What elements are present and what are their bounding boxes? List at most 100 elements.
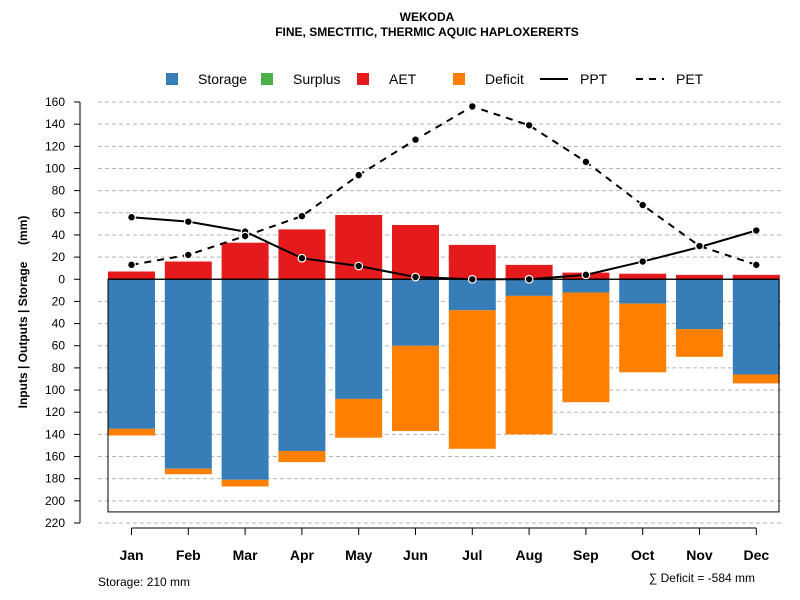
point-pet-jan (127, 260, 136, 270)
bar-deficit-mar (221, 479, 269, 487)
bar-deficit-nov (676, 329, 723, 357)
bar-aet-aug (505, 264, 553, 280)
bar-deficit-sep (562, 292, 610, 403)
bar-aet-jul (448, 244, 496, 280)
x-axis: Jan Feb Mar Apr May Jun Jul Aug Sep Oct Nov Dec (119, 527, 769, 563)
chart-title: WEKODA (400, 10, 455, 24)
y-tick-label: 160 (45, 450, 65, 464)
y-tick-label: 160 (45, 95, 65, 109)
y-tick-label: 60 (52, 206, 66, 220)
chart-subtitle: FINE, SMECTITIC, THERMIC AQUIC HAPLOXERE… (275, 25, 579, 39)
point-pet-dec (751, 260, 761, 270)
point-pet-feb (183, 250, 193, 260)
x-tick-label-may: May (345, 547, 372, 563)
bar-storage-jan (108, 279, 155, 429)
y-tick-label: 80 (52, 184, 66, 198)
bar-storage-oct (619, 279, 667, 304)
storage-footnote: Storage: 210 mm (98, 575, 190, 589)
legend-swatch-deficit (453, 73, 465, 85)
bar-storage-feb (164, 279, 212, 469)
y-tick-label: 120 (45, 405, 65, 419)
point-ppt-oct (638, 257, 648, 266)
legend-swatch-storage (166, 73, 178, 85)
point-ppt-dec (751, 226, 761, 235)
bar-aet-jan (108, 271, 155, 280)
x-tick-label-jun: Jun (403, 547, 428, 563)
bar-storage-sep (562, 279, 610, 293)
y-tick-label: 80 (52, 361, 66, 375)
bar-storage-nov (676, 279, 723, 330)
bar-aet-feb (164, 261, 212, 280)
y-tick-label: 100 (45, 161, 65, 175)
point-ppt-jul (467, 274, 477, 284)
bar-storage-mar (221, 279, 269, 480)
x-tick-label-apr: Apr (290, 547, 315, 563)
point-pet-may (354, 170, 364, 180)
point-ppt-feb (183, 217, 193, 227)
y-axis: 1601401201008060402002040608010012014016… (45, 95, 81, 530)
bar-aet-mar (221, 242, 269, 280)
point-pet-apr (297, 211, 307, 221)
x-tick-label-jul: Jul (462, 547, 482, 563)
bar-deficit-oct (619, 303, 667, 373)
point-ppt-apr (297, 253, 307, 263)
bar-storage-may (335, 279, 383, 399)
bar-aet-jun (392, 224, 439, 280)
point-pet-mar (240, 231, 250, 241)
point-pet-oct (638, 200, 648, 210)
point-pet-jun (411, 135, 420, 145)
x-tick-label-dec: Dec (743, 547, 769, 563)
legend-label-storage: Storage (198, 71, 247, 87)
legend-swatch-aet (357, 73, 369, 85)
y-tick-label: 200 (45, 494, 65, 508)
grid-layer (98, 101, 782, 524)
bar-deficit-jan (108, 428, 155, 436)
bar-aet-dec (732, 274, 780, 280)
bar-deficit-jun (392, 345, 439, 432)
bar-deficit-dec (732, 374, 780, 384)
bar-storage-apr (278, 279, 326, 451)
x-tick-label-nov: Nov (686, 547, 713, 563)
deficit-sum-footnote: ∑ Deficit = -584 mm (649, 571, 755, 585)
point-ppt-may (354, 261, 364, 271)
x-tick-label-feb: Feb (176, 547, 201, 563)
bar-storage-aug (505, 279, 553, 296)
y-tick-label: 180 (45, 472, 65, 486)
y-tick-label: 220 (45, 516, 65, 530)
bars-layer (108, 215, 780, 487)
legend-label-surplus: Surplus (293, 71, 340, 87)
point-pet-aug (524, 120, 534, 130)
point-pet-sep (581, 157, 591, 167)
storage-capacity-box (107, 278, 780, 513)
legend-swatch-surplus (261, 73, 273, 85)
x-tick-label-sep: Sep (573, 547, 599, 563)
bar-deficit-aug (505, 295, 553, 435)
y-tick-label: 40 (52, 317, 66, 331)
y-tick-label: 140 (45, 117, 65, 131)
y-tick-label: 60 (52, 339, 66, 353)
point-pet-nov (695, 241, 704, 251)
legend-label-ppt: PPT (580, 71, 608, 87)
legend-label-aet: AET (389, 71, 417, 87)
bar-deficit-feb (164, 468, 212, 475)
legend-label-deficit: Deficit (485, 71, 524, 87)
bar-storage-dec (732, 279, 780, 375)
lines-layer (127, 102, 761, 284)
bar-aet-nov (676, 274, 723, 280)
x-tick-label-oct: Oct (631, 547, 655, 563)
bar-deficit-apr (278, 450, 326, 463)
y-tick-label: 120 (45, 139, 65, 153)
series-line-ppt (131, 216, 757, 281)
point-ppt-aug (524, 274, 534, 284)
y-tick-label: 100 (45, 383, 65, 397)
y-tick-label: 20 (52, 294, 66, 308)
point-pet-jul (467, 102, 477, 111)
series-line-pet (131, 105, 757, 266)
y-tick-label: 0 (58, 272, 65, 286)
bar-storage-jul (448, 279, 496, 311)
x-tick-label-mar: Mar (233, 547, 258, 563)
y-tick-label: 40 (52, 228, 66, 242)
point-ppt-sep (581, 270, 591, 280)
x-tick-label-jan: Jan (119, 547, 143, 563)
